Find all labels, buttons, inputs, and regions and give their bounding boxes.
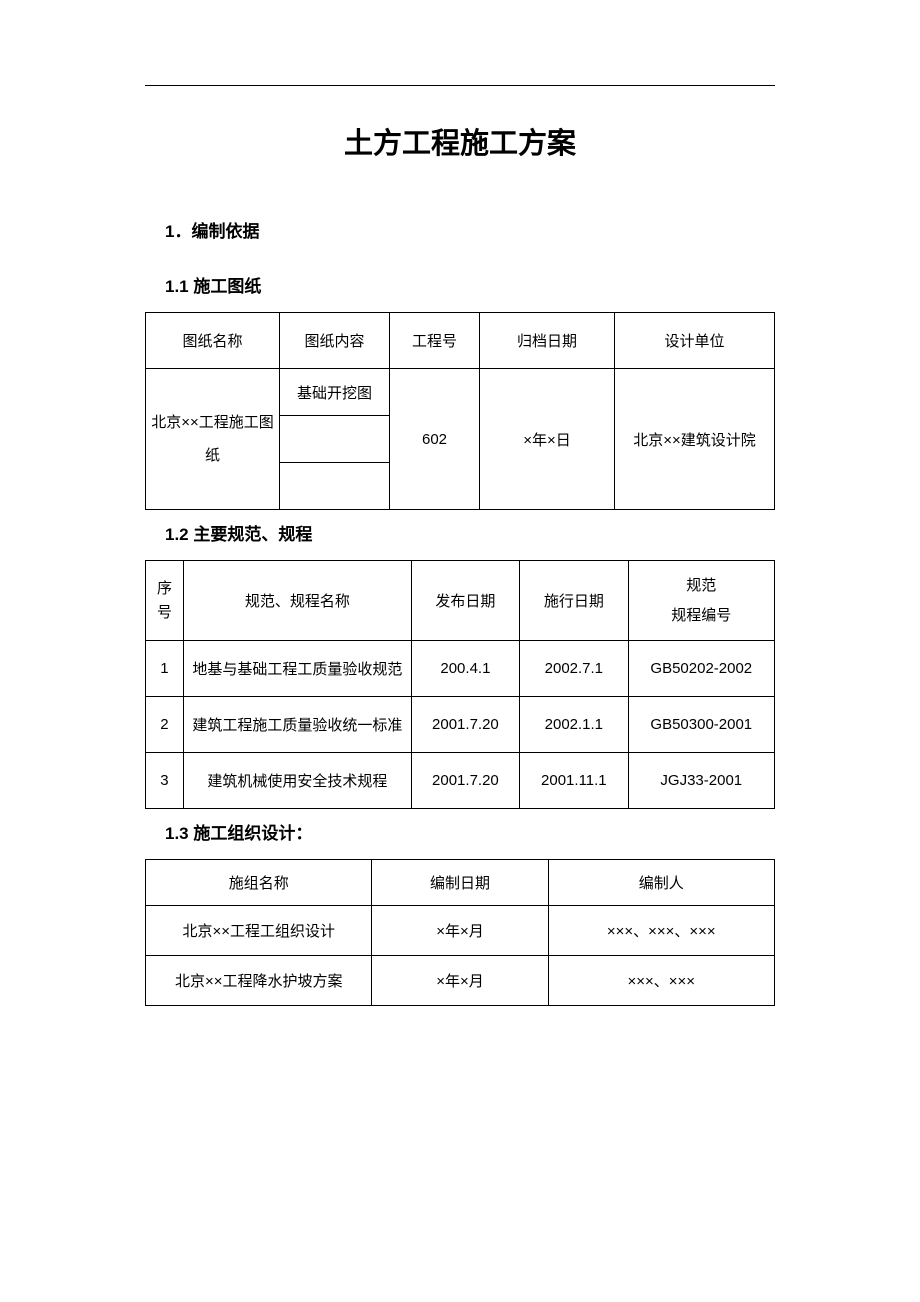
table-cell: 2001.7.20 xyxy=(411,697,519,753)
table-cell: 建筑工程施工质量验收统一标准 xyxy=(183,697,411,753)
table-cell: 602 xyxy=(390,369,480,510)
page-top-rule xyxy=(145,85,775,86)
table-header-cell: 图纸内容 xyxy=(280,313,390,369)
table-cell: JGJ33-2001 xyxy=(628,753,774,809)
table-cell xyxy=(280,416,390,463)
table-cell: 2002.7.1 xyxy=(520,641,628,697)
table-cell: 地基与基础工程工质量验收规范 xyxy=(183,641,411,697)
subsection-1-1-heading: 1.1 施工图纸 xyxy=(165,272,775,297)
table-cell: 2001.7.20 xyxy=(411,753,519,809)
table-cell: ×××、××× xyxy=(548,956,774,1006)
table-cell: ×年×月 xyxy=(372,906,548,956)
table-header-row: 图纸名称 图纸内容 工程号 归档日期 设计单位 xyxy=(146,313,775,369)
table-cell: 北京××建筑设计院 xyxy=(615,369,775,510)
table-cell: GB50202-2002 xyxy=(628,641,774,697)
table-cell: ×年×日 xyxy=(480,369,615,510)
table-header-cell: 序号 xyxy=(146,561,184,641)
table-header-cell: 施行日期 xyxy=(520,561,628,641)
table-row: 1 地基与基础工程工质量验收规范 200.4.1 2002.7.1 GB5020… xyxy=(146,641,775,697)
table-row: 北京××工程降水护坡方案 ×年×月 ×××、××× xyxy=(146,956,775,1006)
organization-table: 施组名称 编制日期 编制人 北京××工程工组织设计 ×年×月 ×××、×××、×… xyxy=(145,859,775,1006)
table-row: 2 建筑工程施工质量验收统一标准 2001.7.20 2002.1.1 GB50… xyxy=(146,697,775,753)
table-cell: 北京××工程施工图纸 xyxy=(146,369,280,510)
table-header-cell: 规范规程编号 xyxy=(628,561,774,641)
table-cell: ×××、×××、××× xyxy=(548,906,774,956)
standards-table: 序号 规范、规程名称 发布日期 施行日期 规范规程编号 1 地基与基础工程工质量… xyxy=(145,560,775,809)
header-text: 序号 xyxy=(157,580,172,621)
header-line2: 规程编号 xyxy=(671,607,731,624)
drawings-table: 图纸名称 图纸内容 工程号 归档日期 设计单位 北京××工程施工图纸 基础开挖图… xyxy=(145,312,775,510)
table-row: 北京××工程施工图纸 基础开挖图 602 ×年×日 北京××建筑设计院 xyxy=(146,369,775,416)
header-line1: 规范 xyxy=(686,577,716,594)
table-cell: ×年×月 xyxy=(372,956,548,1006)
subsection-1-2-heading: 1.2 主要规范、规程 xyxy=(165,520,775,545)
table-cell: 2 xyxy=(146,697,184,753)
table-cell: 2001.11.1 xyxy=(520,753,628,809)
table-header-cell: 工程号 xyxy=(390,313,480,369)
table-header-row: 序号 规范、规程名称 发布日期 施行日期 规范规程编号 xyxy=(146,561,775,641)
table-header-cell: 施组名称 xyxy=(146,860,372,906)
table-row: 北京××工程工组织设计 ×年×月 ×××、×××、××× xyxy=(146,906,775,956)
table-header-cell: 图纸名称 xyxy=(146,313,280,369)
table-header-cell: 规范、规程名称 xyxy=(183,561,411,641)
document-title: 土方工程施工方案 xyxy=(145,120,775,162)
section-1-heading: 1．编制依据 xyxy=(165,217,775,242)
table-header-cell: 编制人 xyxy=(548,860,774,906)
table-cell: 北京××工程工组织设计 xyxy=(146,906,372,956)
table-header-cell: 编制日期 xyxy=(372,860,548,906)
subsection-1-3-heading: 1.3 施工组织设计： xyxy=(165,819,775,844)
table-cell: GB50300-2001 xyxy=(628,697,774,753)
table-header-cell: 设计单位 xyxy=(615,313,775,369)
table-cell: 2002.1.1 xyxy=(520,697,628,753)
table-cell: 200.4.1 xyxy=(411,641,519,697)
table-row: 3 建筑机械使用安全技术规程 2001.7.20 2001.11.1 JGJ33… xyxy=(146,753,775,809)
table-cell: 1 xyxy=(146,641,184,697)
table-cell: 建筑机械使用安全技术规程 xyxy=(183,753,411,809)
table-header-row: 施组名称 编制日期 编制人 xyxy=(146,860,775,906)
table-cell xyxy=(280,463,390,510)
table-cell: 3 xyxy=(146,753,184,809)
table-cell: 北京××工程降水护坡方案 xyxy=(146,956,372,1006)
table-header-cell: 归档日期 xyxy=(480,313,615,369)
table-header-cell: 发布日期 xyxy=(411,561,519,641)
table-cell: 基础开挖图 xyxy=(280,369,390,416)
